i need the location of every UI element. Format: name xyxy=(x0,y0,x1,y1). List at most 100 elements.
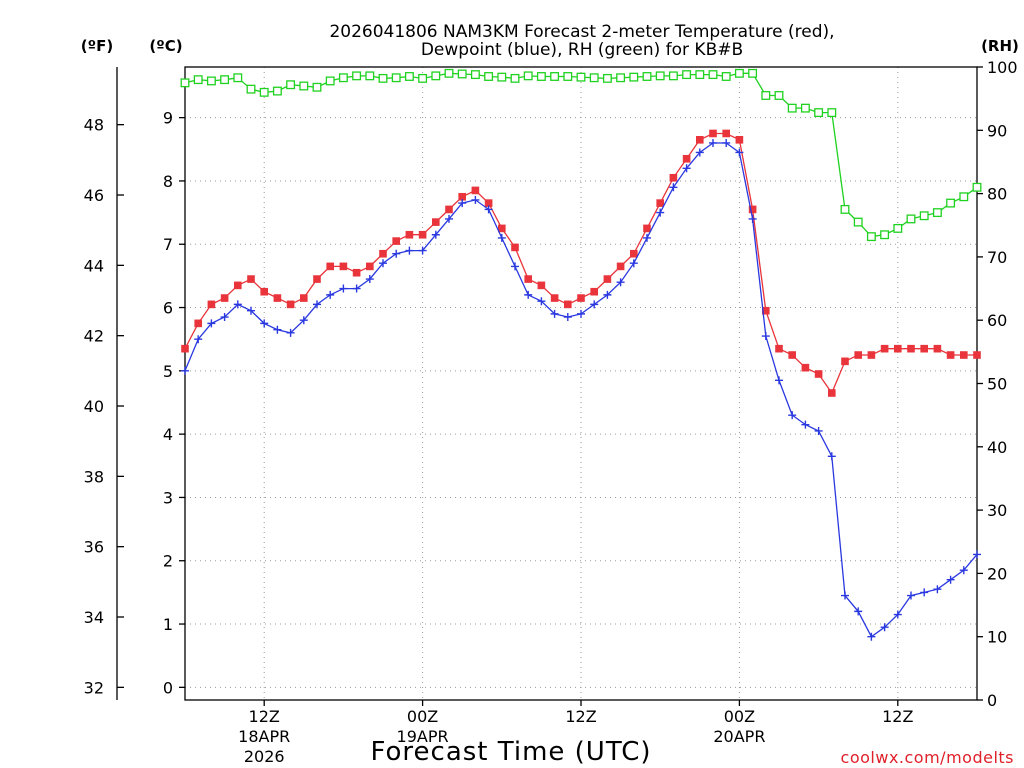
temperature-point xyxy=(907,344,915,353)
fahrenheit-tick-label: 32 xyxy=(84,678,104,697)
dewpoint-point xyxy=(379,259,387,268)
dewpoint-point xyxy=(590,300,599,309)
rh-point xyxy=(365,71,375,81)
dewpoint-point xyxy=(682,164,691,173)
fahrenheit-tick-label: 34 xyxy=(84,608,104,627)
celsius-tick-label: 9 xyxy=(163,109,173,128)
dewpoint-point xyxy=(431,230,440,239)
dewpoint-point xyxy=(207,319,216,328)
temperature-point xyxy=(537,281,546,290)
rh-point xyxy=(853,217,863,227)
rh-point xyxy=(352,71,362,81)
rh-axis-unit: (RH) xyxy=(981,37,1019,55)
chart-title-line1: 2026041806 NAM3KM Forecast 2-meter Tempe… xyxy=(329,22,834,42)
rh-point xyxy=(193,75,203,85)
dewpoint-point xyxy=(616,278,625,287)
celsius-tick-label: 8 xyxy=(163,172,173,191)
rh-tick-label: 30 xyxy=(987,501,1007,520)
rh-point xyxy=(959,192,969,202)
fahrenheit-tick-label: 44 xyxy=(84,256,104,275)
dewpoint-point xyxy=(695,148,704,157)
temperature-point xyxy=(629,249,638,258)
temperature-point xyxy=(392,237,401,245)
rh-point xyxy=(655,71,665,81)
dewpoint-point xyxy=(801,420,810,429)
rh-point xyxy=(272,86,282,96)
dewpoint-point xyxy=(735,148,744,157)
rh-tick-label: 10 xyxy=(987,628,1007,647)
dewpoint-point xyxy=(841,591,849,600)
temperature-point xyxy=(207,300,216,309)
x-tick-year: 2026 xyxy=(244,747,285,766)
rh-point xyxy=(748,68,758,78)
rh-point xyxy=(338,73,348,83)
temperature-point xyxy=(431,218,440,226)
dewpoint-point xyxy=(233,300,242,309)
x-tick-date: 18APR xyxy=(238,727,290,746)
rh-point xyxy=(180,78,190,88)
x-tick-label: 12Z xyxy=(249,707,280,726)
temperature-point xyxy=(220,294,229,302)
rh-point xyxy=(893,223,903,233)
dewpoint-point xyxy=(405,246,414,255)
temperature-point xyxy=(841,357,849,366)
dewpoint-point xyxy=(181,366,189,375)
rh-point xyxy=(299,81,309,91)
temperature-point xyxy=(603,275,612,283)
temperature-point xyxy=(181,344,189,353)
temperature-point xyxy=(563,300,572,309)
temperature-point xyxy=(973,351,981,359)
fahrenheit-tick-label: 38 xyxy=(84,467,104,486)
dewpoint-point xyxy=(973,550,981,559)
dewpoint-point xyxy=(194,335,203,344)
fahrenheit-tick-label: 36 xyxy=(84,538,104,557)
celsius-tick-label: 1 xyxy=(163,615,173,634)
temperature-point xyxy=(669,173,678,182)
temperature-point xyxy=(418,230,427,239)
rh-point xyxy=(668,71,678,81)
rh-point xyxy=(431,71,441,81)
dewpoint-point xyxy=(775,376,783,385)
rh-point xyxy=(708,70,718,80)
dewpoint-point xyxy=(709,138,717,147)
rh-point xyxy=(457,69,467,79)
dewpoint-point xyxy=(313,300,321,309)
dewpoint-point xyxy=(814,426,823,435)
rh-tick-label: 70 xyxy=(987,248,1007,267)
dewpoint-point xyxy=(418,246,427,255)
rh-tick-label: 60 xyxy=(987,311,1007,330)
rh-tick-label: 90 xyxy=(987,121,1007,140)
dewpoint-point xyxy=(854,607,863,616)
temperature-point xyxy=(524,275,533,283)
temperature-point xyxy=(497,224,506,233)
grid-lines xyxy=(185,67,977,700)
rh-tick-label: 20 xyxy=(987,564,1007,583)
celsius-tick-label: 7 xyxy=(163,235,173,254)
rh-point xyxy=(286,80,296,90)
rh-point xyxy=(814,108,824,118)
credit-text: coolwx.com/modelts xyxy=(841,748,1014,767)
dewpoint-point xyxy=(339,284,348,293)
rh-point xyxy=(774,91,784,100)
dewpoint-point xyxy=(299,316,308,325)
temperature-point xyxy=(445,205,453,214)
celsius-tick-label: 5 xyxy=(163,362,173,381)
chart-title-line2: Dewpoint (blue), RH (green) for KB#B xyxy=(421,40,743,60)
dewpoint-point xyxy=(629,259,638,268)
temperature-point xyxy=(286,300,295,309)
fahrenheit-axis-unit: (ºF) xyxy=(81,37,113,55)
tick-labels: 3234363840424446480123456789010203040506… xyxy=(84,58,1018,766)
x-tick-date: 19APR xyxy=(397,727,449,746)
temperature-point xyxy=(946,351,955,359)
rh-point xyxy=(444,68,454,78)
rh-point xyxy=(919,211,929,221)
rh-point xyxy=(523,71,533,81)
rh-point xyxy=(563,72,573,81)
temperature-point xyxy=(643,224,651,233)
celsius-tick-label: 2 xyxy=(163,552,173,571)
rh-tick-label: 100 xyxy=(987,58,1018,77)
temperature-point xyxy=(959,351,968,359)
temperature-point xyxy=(814,370,823,378)
rh-point xyxy=(325,76,335,86)
dewpoint-point xyxy=(748,214,757,223)
